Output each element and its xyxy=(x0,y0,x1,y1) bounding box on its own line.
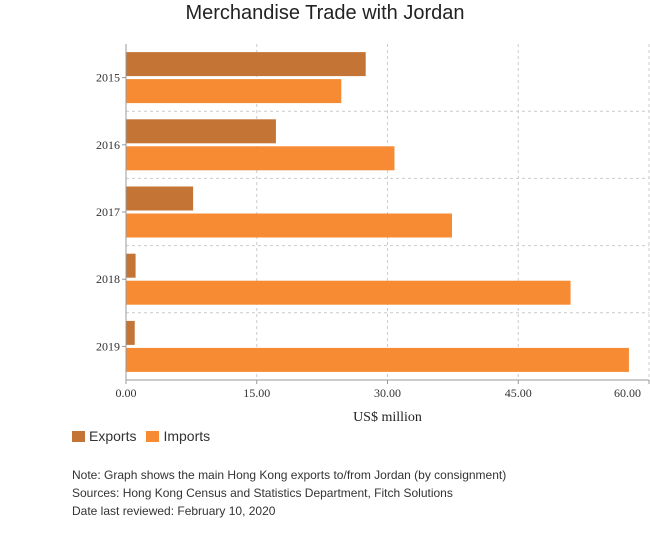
bar-imports-2019[interactable] xyxy=(126,347,629,372)
x-tick-label: 45.00 xyxy=(505,386,532,400)
legend: Exports Imports xyxy=(72,428,220,444)
bar-exports-2015[interactable] xyxy=(126,52,366,77)
x-tick-label: 30.00 xyxy=(374,386,401,400)
bar-imports-2015[interactable] xyxy=(126,79,342,104)
bar-imports-2016[interactable] xyxy=(126,146,395,171)
imports-swatch xyxy=(146,430,160,442)
y-tick-label: 2018 xyxy=(96,272,120,286)
note-text: Note: Graph shows the main Hong Kong exp… xyxy=(72,468,507,482)
bars xyxy=(126,52,629,372)
legend-label-imports: Imports xyxy=(163,428,211,444)
bar-exports-2018[interactable] xyxy=(126,253,136,278)
reviewed-date-text: Date last reviewed: February 10, 2020 xyxy=(72,504,276,518)
bar-exports-2019[interactable] xyxy=(126,320,135,345)
y-tick-label: 2017 xyxy=(96,205,120,219)
bar-exports-2016[interactable] xyxy=(126,119,276,144)
sources-text: Sources: Hong Kong Census and Statistics… xyxy=(72,486,453,500)
bar-chart: 2015 2016 2017 2018 2019 0.00 15.00 30.00 45.00… xyxy=(96,44,650,425)
legend-item-imports[interactable]: Imports xyxy=(146,428,210,444)
y-tick-label: 2016 xyxy=(96,138,120,152)
legend-item-exports[interactable]: Exports xyxy=(72,428,136,444)
y-tick-labels: 2015 2016 2017 2018 2019 xyxy=(96,71,126,353)
x-tick-label: 60.00 xyxy=(614,386,641,400)
chart-title: Merchandise Trade with Jordan xyxy=(185,2,465,24)
exports-swatch xyxy=(72,430,85,442)
legend-label-exports: Exports xyxy=(89,428,137,444)
y-tick-label: 2015 xyxy=(96,71,120,85)
x-axis-label: US$ million xyxy=(353,410,422,425)
x-tick-label: 0.00 xyxy=(116,386,137,400)
bar-exports-2017[interactable] xyxy=(126,186,194,211)
y-tick-label: 2019 xyxy=(96,339,120,353)
x-tick-labels: 0.00 15.00 30.00 45.00 60.00 xyxy=(116,380,650,400)
x-tick-label: 15.00 xyxy=(243,386,270,400)
bar-imports-2018[interactable] xyxy=(126,280,571,305)
bar-imports-2017[interactable] xyxy=(126,213,453,238)
chart-notes: Note: Graph shows the main Hong Kong exp… xyxy=(72,466,506,520)
